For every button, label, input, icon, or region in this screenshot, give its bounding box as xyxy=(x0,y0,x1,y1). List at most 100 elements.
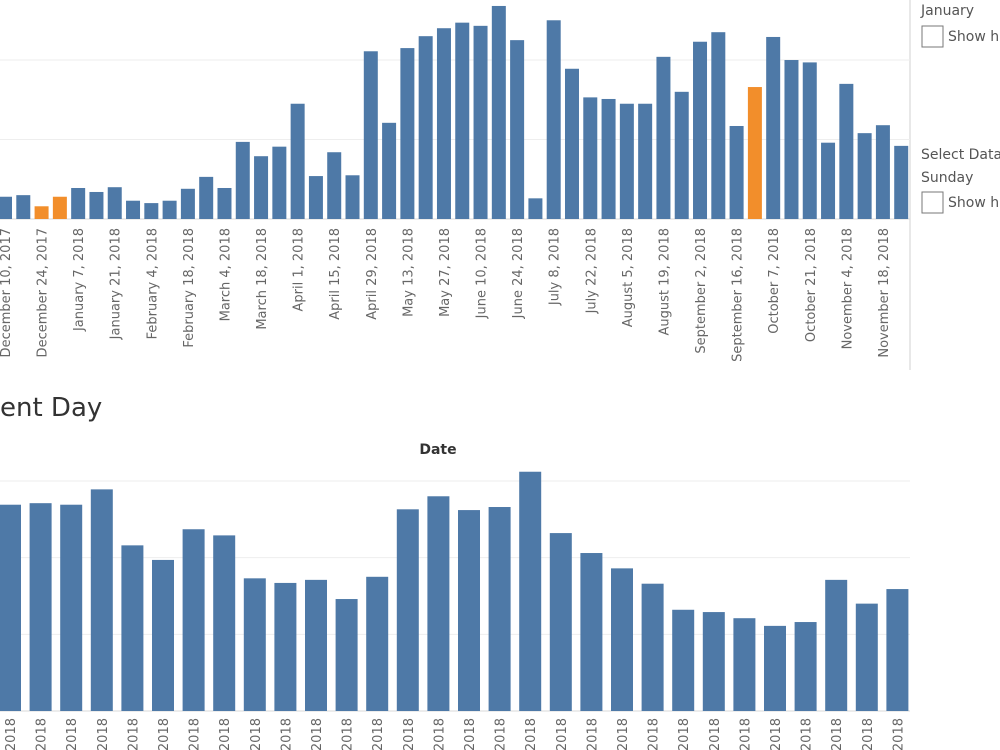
bar xyxy=(144,203,159,219)
bar xyxy=(766,36,781,219)
x-tick-label: May 13, 2018 xyxy=(401,228,416,317)
bar xyxy=(702,612,725,711)
x-tick-label: January 21, 2018 xyxy=(109,228,124,340)
checkbox[interactable] xyxy=(921,25,944,48)
bar xyxy=(71,187,86,219)
bar xyxy=(290,103,305,219)
bar xyxy=(0,196,12,219)
x-tick-label: 2018 xyxy=(861,718,876,750)
x-tick-label: October 21, 2018 xyxy=(804,228,819,342)
bar xyxy=(711,32,726,219)
bar xyxy=(839,83,854,220)
bar xyxy=(60,504,83,711)
x-tick-label: September 16, 2018 xyxy=(731,228,746,362)
bar xyxy=(619,103,634,219)
bar xyxy=(641,583,664,711)
bar xyxy=(638,103,653,219)
bar xyxy=(254,156,269,219)
x-tick-label: 2018 xyxy=(708,718,723,750)
bar xyxy=(382,122,397,219)
x-tick-label: 2018 xyxy=(585,718,600,750)
x-tick-label: July 8, 2018 xyxy=(548,228,563,306)
bar xyxy=(601,98,616,219)
bar xyxy=(825,579,848,711)
x-tick-label: December 24, 2017 xyxy=(36,228,51,357)
x-tick-label: April 15, 2018 xyxy=(328,228,343,320)
x-tick-label: April 29, 2018 xyxy=(365,228,380,320)
x-tick-label: 2018 xyxy=(616,718,631,750)
bar xyxy=(802,62,817,219)
x-tick-label: January 7, 2018 xyxy=(72,228,87,332)
x-tick-label: 2018 xyxy=(96,718,111,750)
x-tick-label: 2018 xyxy=(310,718,325,750)
x-tick-label: 2018 xyxy=(4,718,19,750)
bar xyxy=(611,568,633,711)
x-tick-label: March 4, 2018 xyxy=(218,228,233,321)
bar xyxy=(272,146,287,219)
bar xyxy=(152,559,174,711)
x-tick-label: 2018 xyxy=(463,718,478,750)
bar xyxy=(34,206,49,219)
x-tick-label: November 4, 2018 xyxy=(840,228,855,349)
x-tick-label: 2018 xyxy=(371,718,386,750)
bar xyxy=(528,198,543,219)
bar xyxy=(455,22,470,219)
bar xyxy=(327,152,342,219)
x-tick-label: 2018 xyxy=(188,718,203,750)
bar xyxy=(121,545,144,711)
x-tick-label: 2018 xyxy=(555,718,570,750)
x-tick-label: May 27, 2018 xyxy=(438,228,453,317)
bar xyxy=(821,142,836,219)
filter-value: January xyxy=(920,3,974,19)
bar xyxy=(213,535,236,711)
checkbox-label[interactable]: Show h xyxy=(948,29,999,45)
checkbox-label[interactable]: Show h xyxy=(948,195,999,211)
bar xyxy=(488,507,511,711)
x-tick-label: 2018 xyxy=(35,718,50,750)
x-tick-label: 2018 xyxy=(402,718,417,750)
bar xyxy=(729,125,744,219)
x-tick-label: July 22, 2018 xyxy=(584,228,599,314)
bar xyxy=(473,25,488,219)
bar xyxy=(894,145,909,219)
bar xyxy=(733,618,756,711)
bar xyxy=(400,48,415,220)
bar xyxy=(549,533,572,711)
bar xyxy=(235,141,250,219)
bar xyxy=(0,504,21,711)
x-tick-label: 2018 xyxy=(218,718,233,750)
bar xyxy=(564,68,579,220)
bar xyxy=(418,36,433,219)
bar xyxy=(89,191,104,219)
x-tick-label: February 4, 2018 xyxy=(145,228,160,339)
bar xyxy=(162,200,177,219)
bar xyxy=(308,176,323,219)
bar xyxy=(199,176,214,219)
bar xyxy=(546,20,561,219)
bar xyxy=(366,576,389,711)
filter-label: Select Data xyxy=(921,147,1000,163)
x-tick-label: 2018 xyxy=(65,718,80,750)
x-tick-label: September 2, 2018 xyxy=(694,228,709,354)
x-tick-label: 2018 xyxy=(341,718,356,750)
x-tick-label: 2018 xyxy=(647,718,662,750)
bar xyxy=(674,91,689,219)
bar xyxy=(29,503,52,711)
x-tick-label: June 24, 2018 xyxy=(511,228,526,319)
bar xyxy=(345,175,360,219)
bar xyxy=(335,599,358,711)
filter-value: Sunday xyxy=(921,170,973,186)
bar xyxy=(672,609,695,711)
bar xyxy=(580,553,603,711)
bar xyxy=(794,622,817,711)
bar xyxy=(491,5,506,219)
bar xyxy=(458,510,480,711)
x-tick-label: June 10, 2018 xyxy=(475,228,490,319)
bar xyxy=(16,195,31,219)
bar xyxy=(764,625,786,711)
checkbox[interactable] xyxy=(921,191,944,214)
bar xyxy=(52,196,67,219)
bar xyxy=(217,187,232,219)
x-tick-label: October 7, 2018 xyxy=(767,228,782,334)
